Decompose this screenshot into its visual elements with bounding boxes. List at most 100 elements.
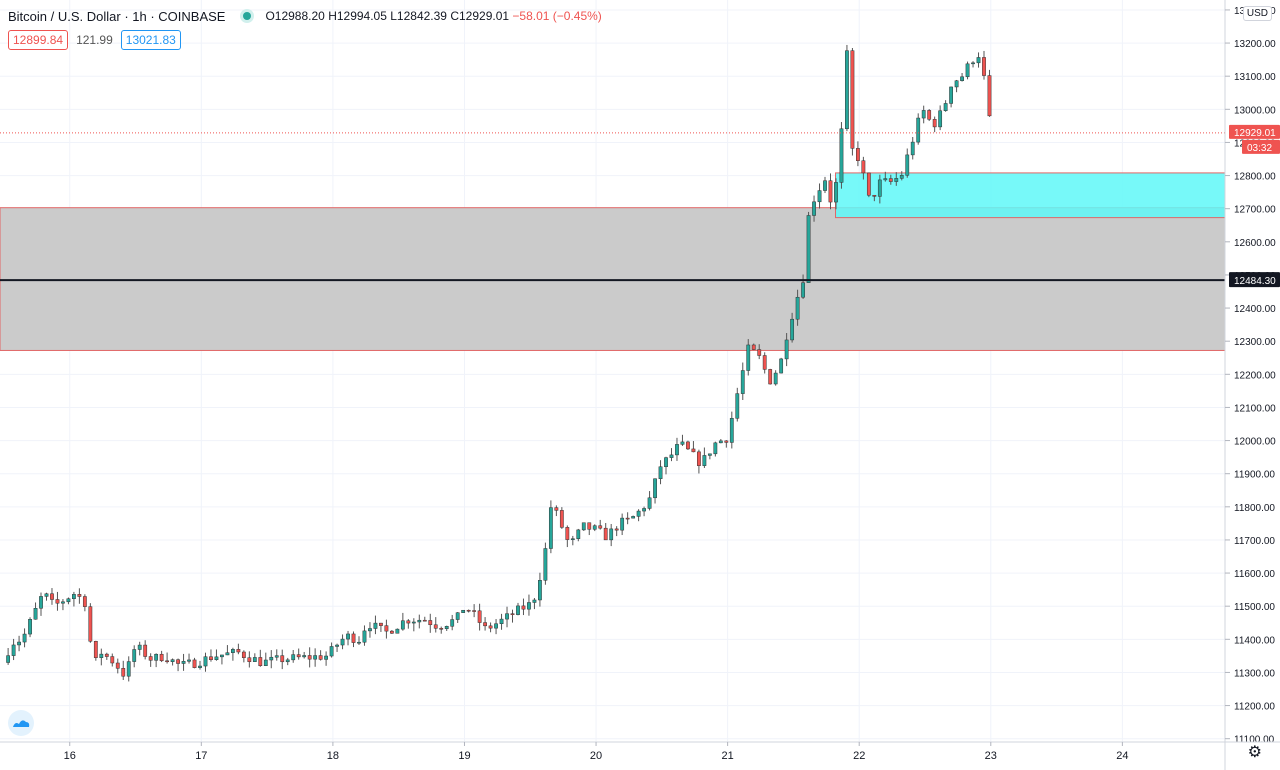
candle-up bbox=[33, 608, 38, 620]
candle-up bbox=[729, 418, 734, 443]
candle-up bbox=[943, 103, 948, 112]
candle-up bbox=[72, 594, 76, 599]
price-axis-label: 11300.00 bbox=[1234, 668, 1275, 679]
candle-up bbox=[894, 178, 899, 182]
candle-up bbox=[285, 659, 290, 663]
price-axis-label: 11500.00 bbox=[1234, 602, 1275, 613]
candle-down bbox=[861, 160, 866, 174]
candle-down bbox=[466, 609, 471, 612]
candle-up bbox=[368, 628, 372, 632]
candle-down bbox=[691, 448, 696, 453]
candle-up bbox=[450, 619, 455, 627]
price-axis-label: 13000.00 bbox=[1234, 105, 1276, 116]
candle-down bbox=[488, 625, 493, 629]
candle-down bbox=[241, 651, 246, 658]
candle-up bbox=[302, 655, 307, 658]
currency-button[interactable]: USD bbox=[1242, 6, 1272, 21]
candle-up bbox=[220, 654, 224, 658]
candle-up bbox=[263, 659, 268, 666]
candle-down bbox=[209, 656, 213, 660]
candle-down bbox=[982, 57, 986, 76]
candle-up bbox=[137, 644, 142, 650]
candle-up bbox=[718, 440, 723, 444]
candle-up bbox=[642, 508, 646, 512]
candle-up bbox=[395, 628, 400, 634]
close-value: C12929.01 bbox=[450, 9, 510, 23]
candle-down bbox=[697, 451, 701, 466]
candle-up bbox=[444, 626, 449, 629]
candle-up bbox=[329, 646, 334, 657]
time-axis-label: 21 bbox=[722, 750, 734, 762]
price-axis-label: 12000.00 bbox=[1234, 437, 1276, 448]
time-axis-label: 17 bbox=[195, 750, 207, 762]
price-axis-label: 11100.00 bbox=[1234, 735, 1275, 746]
price-axis-label: 11900.00 bbox=[1234, 470, 1275, 481]
price-axis-label: 12100.00 bbox=[1234, 403, 1276, 414]
sell-price-button[interactable]: 12899.84 bbox=[8, 30, 69, 50]
candle-down bbox=[439, 628, 444, 630]
candle-down bbox=[379, 622, 383, 626]
candle-down bbox=[351, 633, 356, 643]
symbol-title[interactable]: Bitcoin / U.S. Dollar · 1h · COINBASE bbox=[8, 8, 226, 24]
candle-down bbox=[866, 172, 871, 196]
midline-price-marker bbox=[1229, 272, 1280, 288]
last-price-marker bbox=[1229, 124, 1280, 139]
candle-up bbox=[658, 466, 663, 479]
candle-down bbox=[50, 593, 54, 600]
candle-up bbox=[801, 282, 805, 298]
candle-down bbox=[927, 110, 932, 120]
cyan-zone-rect bbox=[835, 172, 1226, 219]
candle-up bbox=[971, 62, 975, 65]
candle-up bbox=[592, 525, 597, 530]
candle-down bbox=[258, 657, 263, 666]
candle-up bbox=[795, 296, 800, 320]
candle-down bbox=[888, 178, 893, 182]
candle-up bbox=[570, 538, 575, 540]
candle-up bbox=[28, 619, 32, 635]
candle-up bbox=[99, 653, 104, 658]
candle-up bbox=[61, 601, 65, 604]
visibility-dot-icon[interactable] bbox=[243, 12, 252, 20]
candle-down bbox=[236, 649, 241, 653]
candle-up bbox=[39, 596, 43, 609]
candle-down bbox=[603, 527, 608, 541]
candle-up bbox=[538, 580, 542, 601]
candle-up bbox=[499, 618, 504, 624]
price-axis-label: 11600.00 bbox=[1234, 569, 1275, 580]
candle-up bbox=[548, 507, 553, 549]
candle-up bbox=[576, 529, 581, 539]
price-axis-label: 12600.00 bbox=[1234, 238, 1276, 249]
price-axis-label: 12200.00 bbox=[1234, 370, 1276, 381]
candle-up bbox=[132, 649, 137, 662]
high-value: H12994.05 bbox=[328, 9, 387, 23]
time-axis-label: 18 bbox=[327, 750, 339, 762]
candle-down bbox=[55, 599, 60, 604]
candle-down bbox=[477, 610, 482, 623]
candle-up bbox=[154, 653, 159, 661]
candle-down bbox=[686, 441, 690, 450]
time-axis-label: 22 bbox=[853, 750, 865, 762]
candle-up bbox=[790, 318, 795, 341]
candle-down bbox=[559, 510, 564, 528]
candle-down bbox=[483, 622, 487, 627]
tradingview-logo-icon[interactable] bbox=[8, 710, 34, 736]
price-axis-label: 11700.00 bbox=[1234, 536, 1275, 547]
candle-up bbox=[581, 522, 586, 531]
settings-gear-icon[interactable]: ⚙ bbox=[1247, 744, 1262, 761]
time-axis-label: 23 bbox=[985, 750, 997, 762]
candle-up bbox=[675, 444, 679, 456]
candle-down bbox=[521, 605, 526, 610]
candle-down bbox=[143, 644, 148, 657]
time-axis-label: 19 bbox=[458, 750, 470, 762]
candle-down bbox=[625, 517, 630, 520]
candle-up bbox=[214, 656, 219, 660]
time-axis-label: 16 bbox=[64, 750, 76, 762]
change-value: −58.01 (−0.45%) bbox=[512, 9, 602, 23]
candle-up bbox=[707, 453, 712, 456]
buy-price-button[interactable]: 13021.83 bbox=[120, 30, 181, 50]
ohlc-values: O12988.20 H12994.05 L12842.39 C12929.01 … bbox=[265, 9, 601, 23]
candle-up bbox=[653, 478, 657, 499]
candle-down bbox=[587, 522, 592, 530]
candle-down bbox=[433, 624, 438, 629]
